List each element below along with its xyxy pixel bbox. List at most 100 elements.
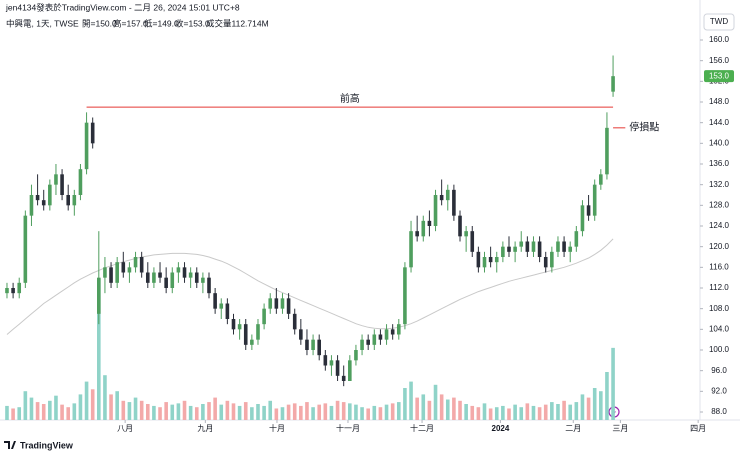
volume-bar (158, 407, 162, 420)
ohlc-value: 收=153.0 (175, 18, 210, 28)
volume-bar (415, 397, 419, 420)
candle-body (452, 189, 456, 216)
candle-body (90, 122, 95, 144)
volume-bar (556, 404, 560, 420)
candle-body (317, 339, 322, 356)
candle-body (188, 272, 193, 278)
candle-body (23, 215, 28, 283)
volume-bar (213, 397, 217, 420)
volume-bar (329, 405, 334, 420)
volume-bar (378, 407, 383, 420)
candle-body (145, 272, 150, 283)
candle-body (5, 288, 9, 294)
candle-body (35, 195, 40, 201)
y-tick-label: 128.0 (709, 200, 730, 209)
candle-body (17, 282, 22, 294)
volume-bar (48, 400, 52, 420)
candle-body (133, 257, 138, 268)
candle-body (213, 293, 217, 309)
candle-body (127, 267, 132, 273)
volume-bar (164, 402, 168, 420)
candle-body (103, 267, 107, 278)
candle-body (605, 127, 609, 175)
candle-body (403, 267, 407, 325)
volume-bar (488, 408, 493, 420)
y-tick-label: 124.0 (709, 221, 730, 230)
candle-body (427, 220, 432, 226)
candle-body (348, 360, 352, 381)
candle-body (237, 324, 242, 330)
volume-bar (599, 391, 603, 420)
volume-bar (482, 403, 487, 420)
candle-body (48, 184, 52, 206)
volume-bar (170, 404, 175, 420)
volume-bar (237, 405, 242, 420)
volume-bar (592, 388, 597, 420)
candle-body (354, 350, 358, 361)
volume-bar (60, 404, 64, 420)
volume-bar (568, 404, 573, 420)
y-tick-label: 136.0 (709, 159, 730, 168)
candle-body (299, 329, 303, 340)
currency: TWD (710, 17, 728, 26)
annotation-label: 停損點 (629, 120, 659, 133)
volume-bar (550, 402, 554, 420)
candle-body (360, 339, 364, 350)
volume-bar (580, 394, 585, 420)
candle-body (158, 272, 162, 278)
candle-body (599, 174, 603, 185)
y-tick-label: 100.0 (709, 345, 730, 354)
volume-bar (586, 397, 591, 420)
candle-body (507, 246, 511, 252)
last-price-label: 153.0 (709, 71, 730, 80)
candle-body (152, 272, 156, 283)
candle-body (415, 231, 419, 237)
candle-body (225, 303, 230, 319)
candle-body (170, 272, 175, 288)
volume-bar (201, 404, 205, 420)
volume-bar (409, 381, 413, 420)
brand-logo (4, 441, 16, 449)
brand: TradingView (20, 440, 74, 450)
volume-bar (292, 403, 297, 420)
candle-body (329, 360, 334, 366)
volume-bar (501, 405, 505, 420)
candle-body (139, 257, 144, 273)
volume-bar (280, 407, 285, 420)
candle-body (292, 313, 297, 330)
candle-body (531, 241, 536, 252)
volume-bar (537, 407, 542, 420)
volume-bar (72, 403, 77, 420)
candle-body (611, 76, 615, 92)
volume-bar (145, 404, 150, 420)
volume-bar (182, 400, 187, 420)
volume-bar (396, 402, 401, 420)
y-tick-label: 108.0 (709, 304, 730, 313)
volume-bar (66, 407, 71, 420)
candle-body (439, 195, 444, 201)
y-tick-label: 156.0 (709, 56, 730, 65)
volume-bar (605, 372, 609, 420)
volume-bar (543, 404, 548, 420)
volume-bar (305, 402, 309, 420)
candle-body (60, 174, 64, 195)
volume-bar (323, 403, 328, 420)
candle-body (243, 324, 248, 345)
y-tick-label: 116.0 (709, 262, 729, 271)
y-tick-label: 132.0 (709, 180, 730, 189)
candle-body (390, 329, 395, 335)
candle-body (262, 308, 266, 325)
candle-body (109, 267, 113, 283)
candle-body (250, 339, 254, 345)
y-tick-label: 88.0 (711, 407, 727, 416)
volume-bar (219, 404, 224, 420)
candle-body (464, 231, 468, 237)
y-tick-label: 144.0 (709, 118, 730, 127)
candle-body (537, 241, 542, 257)
candle-body (41, 200, 46, 206)
candle-body (458, 215, 462, 237)
candle-body (121, 262, 126, 273)
volume-bar (29, 397, 34, 420)
volume-bar (286, 404, 291, 420)
volume-bar (531, 405, 536, 420)
